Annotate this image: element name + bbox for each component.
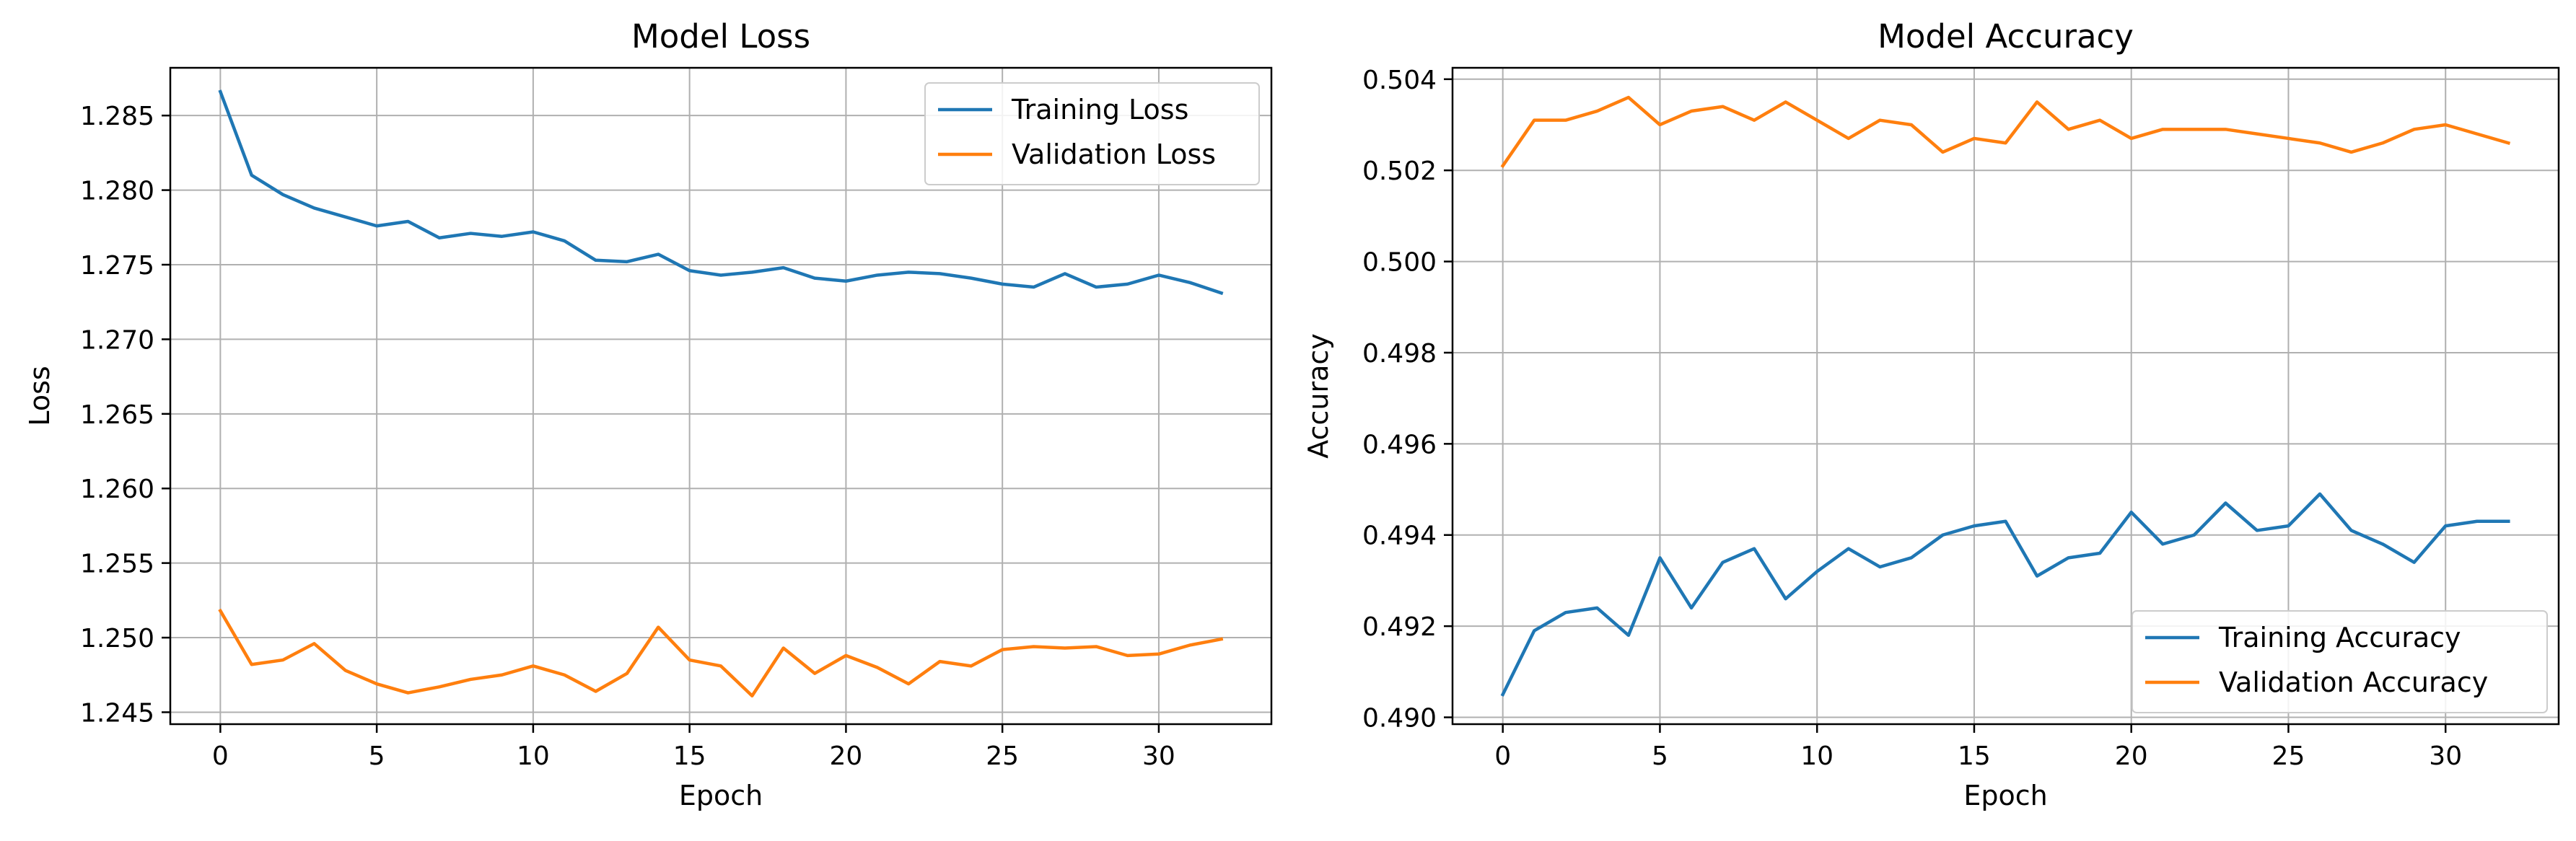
accuracy-series-line-2 — [1500, 95, 2511, 168]
accuracy-x-tick-label: 10 — [1800, 741, 1834, 771]
loss-series-line-1 — [218, 89, 1224, 296]
loss-chart-title: Model Loss — [631, 17, 810, 56]
accuracy-y-tick-label: 0.490 — [1362, 704, 1437, 734]
accuracy-y-axis-label: Accuracy — [1302, 333, 1334, 459]
accuracy-y-tick-label: 0.496 — [1362, 430, 1437, 459]
accuracy-x-axis-label: Epoch — [1963, 780, 2047, 811]
accuracy-y-tick-label: 0.502 — [1362, 157, 1437, 186]
loss-x-axis-label: Epoch — [679, 780, 763, 811]
accuracy-x-tick-label: 20 — [2115, 741, 2148, 771]
accuracy-series-line-1 — [1500, 492, 2510, 697]
loss-y-tick-label: 1.285 — [80, 102, 154, 131]
loss-x-tick-label: 0 — [212, 741, 229, 771]
loss-legend: Training Loss Validation Loss — [924, 82, 1260, 185]
loss-plot-frame — [169, 66, 1273, 726]
loss-x-tick-label: 20 — [830, 741, 863, 771]
accuracy-y-tick-label: 0.492 — [1362, 612, 1437, 642]
loss-y-tick-label: 1.265 — [80, 400, 154, 430]
accuracy-x-tick-label: 0 — [1494, 741, 1511, 771]
loss-legend-box — [924, 82, 1260, 185]
loss-y-tick-label: 1.260 — [80, 475, 154, 504]
loss-y-tick-label: 1.250 — [80, 624, 154, 653]
loss-x-tick-label: 15 — [673, 741, 706, 771]
accuracy-series-group — [1500, 95, 2511, 697]
loss-legend-label-1: Training Loss — [1011, 94, 1188, 126]
loss-x-tick-label: 10 — [517, 741, 550, 771]
accuracy-plot-frame — [1451, 66, 2560, 726]
loss-y-tick-label: 1.255 — [80, 550, 154, 579]
accuracy-x-tick-label: 5 — [1652, 741, 1668, 771]
loss-y-tick-label: 1.245 — [80, 698, 154, 728]
loss-y-tick-label: 1.280 — [80, 177, 154, 206]
accuracy-chart-title: Model Accuracy — [1878, 17, 2134, 56]
accuracy-legend-label-2: Validation Accuracy — [2219, 666, 2488, 698]
accuracy-x-tick-label: 25 — [2272, 741, 2305, 771]
accuracy-legend-box — [2132, 610, 2548, 713]
accuracy-x-tick-label: 15 — [1958, 741, 1991, 771]
loss-x-tick-label: 5 — [369, 741, 385, 771]
loss-x-tick-label: 25 — [986, 741, 1019, 771]
loss-legend-label-2: Validation Loss — [1012, 138, 1216, 170]
accuracy-ticks: 0 5 10 15 20 25 30 0.490 0.492 0.494 0.496 0.498 0.5… — [1362, 66, 2462, 771]
accuracy-x-tick-label: 30 — [2429, 741, 2462, 771]
loss-y-tick-label: 1.270 — [80, 325, 154, 355]
accuracy-legend: Training Accuracy Validation Accuracy — [2132, 610, 2548, 713]
loss-y-axis-label: Loss — [24, 366, 56, 426]
accuracy-legend-label-1: Training Accuracy — [2218, 622, 2461, 653]
loss-ticks: 0 5 10 15 20 25 30 1.245 1.250 1.255 1.260 1.265 1.2… — [80, 102, 1175, 771]
loss-y-tick-label: 1.275 — [80, 251, 154, 281]
loss-x-tick-label: 30 — [1142, 741, 1175, 771]
loss-chart: 0 5 10 15 20 25 30 1.245 1.250 1.255 1.260 1.265 1.2… — [24, 17, 1273, 811]
accuracy-chart: 0 5 10 15 20 25 30 0.490 0.492 0.494 0.496 0.498 0.5… — [1302, 17, 2560, 811]
loss-series-line-2 — [218, 608, 1224, 697]
accuracy-y-tick-label: 0.498 — [1362, 339, 1437, 369]
accuracy-y-tick-label: 0.500 — [1362, 248, 1437, 278]
accuracy-y-tick-label: 0.504 — [1362, 66, 1437, 95]
loss-series-group — [218, 89, 1224, 697]
accuracy-y-tick-label: 0.494 — [1362, 521, 1437, 551]
